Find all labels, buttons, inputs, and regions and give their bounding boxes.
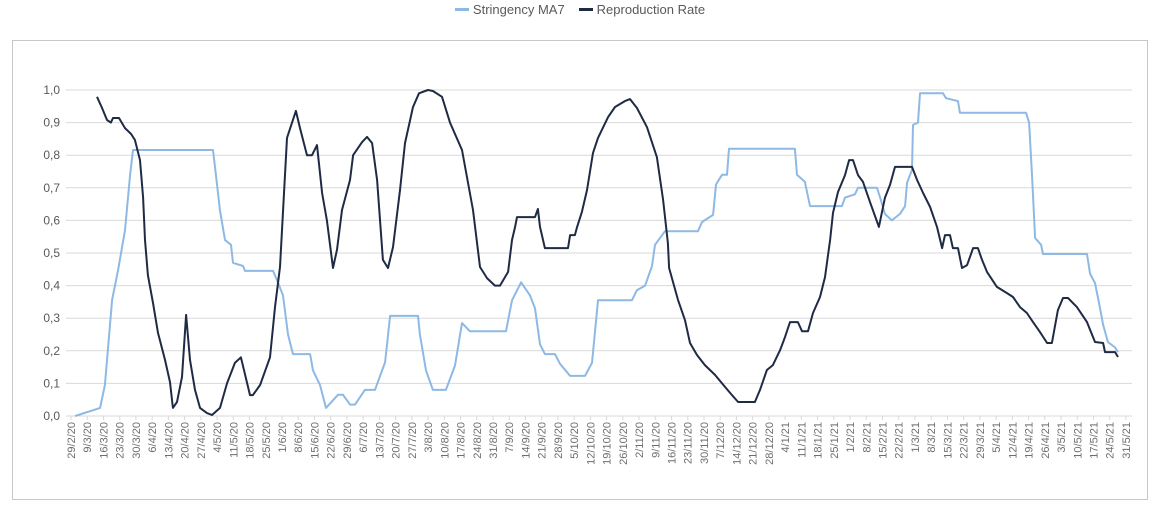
- x-tick-label: 25/5/20: [261, 422, 273, 459]
- gridlines: [66, 89, 1132, 417]
- x-tick-label: 21/9/20: [537, 422, 549, 459]
- x-tick-label: 31/5/21: [1121, 422, 1133, 459]
- x-tick-label: 26/10/20: [618, 422, 630, 465]
- y-tick-label: 0,3: [43, 311, 60, 325]
- x-tick-label: 15/6/20: [309, 422, 321, 459]
- legend-label-reproduction: Reproduction Rate: [596, 2, 706, 17]
- series-lines: [74, 89, 1119, 417]
- x-tick-label: 31/8/20: [488, 422, 500, 459]
- x-tick-label: 10/5/21: [1072, 422, 1084, 459]
- x-tick-label: 7/9/20: [504, 422, 516, 453]
- x-tick-label: 24/8/20: [472, 422, 484, 459]
- x-tick-label: 8/6/20: [293, 422, 305, 453]
- y-tick-label: 0,9: [43, 116, 60, 130]
- x-tick-label: 15/3/21: [942, 422, 954, 459]
- x-tick-label: 14/12/20: [731, 422, 743, 465]
- x-tick-label: 27/7/20: [407, 422, 419, 459]
- legend: Stringency MA7 Reproduction Rate: [0, 2, 1160, 17]
- x-tick-label: 8/2/21: [861, 422, 873, 453]
- y-tick-label: 0,8: [43, 148, 60, 162]
- x-tick-label: 12/4/21: [1007, 422, 1019, 459]
- x-tick-label: 18/1/21: [813, 422, 825, 459]
- x-tick-label: 28/9/20: [553, 422, 565, 459]
- x-tick-label: 17/8/20: [456, 422, 468, 459]
- x-tick-label: 15/2/21: [878, 422, 890, 459]
- legend-item-stringency[interactable]: Stringency MA7: [454, 2, 565, 17]
- x-tick-label: 9/11/20: [650, 422, 662, 458]
- y-tick-label: 0,4: [43, 279, 60, 293]
- x-axis-ticks: 29/2/20 9/3/20 16/3/20 23/3/20 30/3/20 6/4/20…: [66, 416, 1133, 465]
- x-tick-label: 25/1/21: [829, 422, 841, 459]
- x-tick-label: 10/8/20: [439, 422, 451, 459]
- x-tick-label: 13/7/20: [374, 422, 386, 459]
- x-tick-label: 20/7/20: [391, 422, 403, 459]
- x-tick-label: 3/8/20: [423, 422, 435, 453]
- legend-label-stringency: Stringency MA7: [472, 2, 565, 17]
- x-tick-label: 30/11/20: [699, 422, 711, 464]
- x-tick-label: 23/11/20: [683, 422, 695, 464]
- y-tick-label: 0,0: [43, 409, 60, 423]
- x-tick-label: 4/1/21: [780, 422, 792, 453]
- y-tick-label: 0,7: [43, 181, 60, 195]
- x-tick-label: 29/3/21: [975, 422, 987, 459]
- x-tick-label: 1/2/21: [845, 422, 857, 453]
- x-tick-label: 30/3/20: [131, 422, 143, 459]
- x-tick-label: 27/4/20: [196, 422, 208, 459]
- x-tick-label: 26/4/21: [1040, 422, 1052, 459]
- x-tick-label: 22/3/21: [959, 422, 971, 459]
- x-tick-label: 22/6/20: [326, 422, 338, 459]
- y-tick-label: 1,0: [43, 83, 60, 97]
- x-tick-label: 1/3/21: [910, 422, 922, 453]
- series-line-reproduction-rate: [96, 89, 1119, 416]
- x-tick-label: 19/4/21: [1024, 422, 1036, 459]
- x-tick-label: 9/3/20: [82, 422, 94, 453]
- x-tick-label: 23/3/20: [115, 422, 127, 459]
- x-tick-label: 28/12/20: [764, 422, 776, 465]
- x-tick-label: 16/3/20: [98, 422, 110, 459]
- y-tick-label: 0,1: [43, 376, 60, 390]
- x-tick-label: 13/4/20: [163, 422, 175, 459]
- legend-swatch-stringency: [454, 8, 469, 11]
- x-tick-label: 29/2/20: [66, 422, 78, 459]
- x-tick-label: 4/5/20: [212, 422, 224, 453]
- x-tick-label: 20/4/20: [180, 422, 192, 459]
- x-tick-label: 5/4/21: [991, 422, 1003, 453]
- x-tick-label: 18/5/20: [245, 422, 257, 459]
- y-axis-ticks: 0,0 0,1 0,2 0,3 0,4 0,5 0,6 0,7 0,8 0,9 1,0: [43, 83, 60, 423]
- legend-item-reproduction[interactable]: Reproduction Rate: [578, 2, 706, 17]
- y-tick-label: 0,6: [43, 213, 60, 227]
- x-tick-label: 8/3/21: [926, 422, 938, 453]
- x-tick-label: 17/5/21: [1088, 422, 1100, 459]
- x-tick-label: 19/10/20: [602, 422, 614, 465]
- x-tick-label: 6/7/20: [358, 422, 370, 453]
- x-tick-label: 11/1/21: [796, 422, 808, 458]
- x-tick-label: 16/11/20: [667, 422, 679, 464]
- y-tick-label: 0,2: [43, 344, 60, 358]
- x-tick-label: 6/4/20: [147, 422, 159, 453]
- x-tick-label: 12/10/20: [585, 422, 597, 465]
- x-tick-label: 5/10/20: [569, 422, 581, 459]
- x-tick-label: 29/6/20: [342, 422, 354, 459]
- x-tick-label: 11/5/20: [228, 422, 240, 458]
- chart-frame: [12, 40, 1148, 500]
- x-tick-label: 2/11/20: [634, 422, 646, 458]
- x-tick-label: 14/9/20: [520, 422, 532, 459]
- x-tick-label: 24/5/21: [1105, 422, 1117, 459]
- x-tick-label: 22/2/21: [894, 422, 906, 459]
- x-tick-label: 7/12/20: [715, 422, 727, 459]
- x-tick-label: 3/5/21: [1056, 422, 1068, 453]
- y-tick-label: 0,5: [43, 246, 60, 260]
- x-tick-label: 1/6/20: [277, 422, 289, 453]
- legend-swatch-reproduction: [578, 8, 593, 11]
- x-tick-label: 21/12/20: [748, 422, 760, 465]
